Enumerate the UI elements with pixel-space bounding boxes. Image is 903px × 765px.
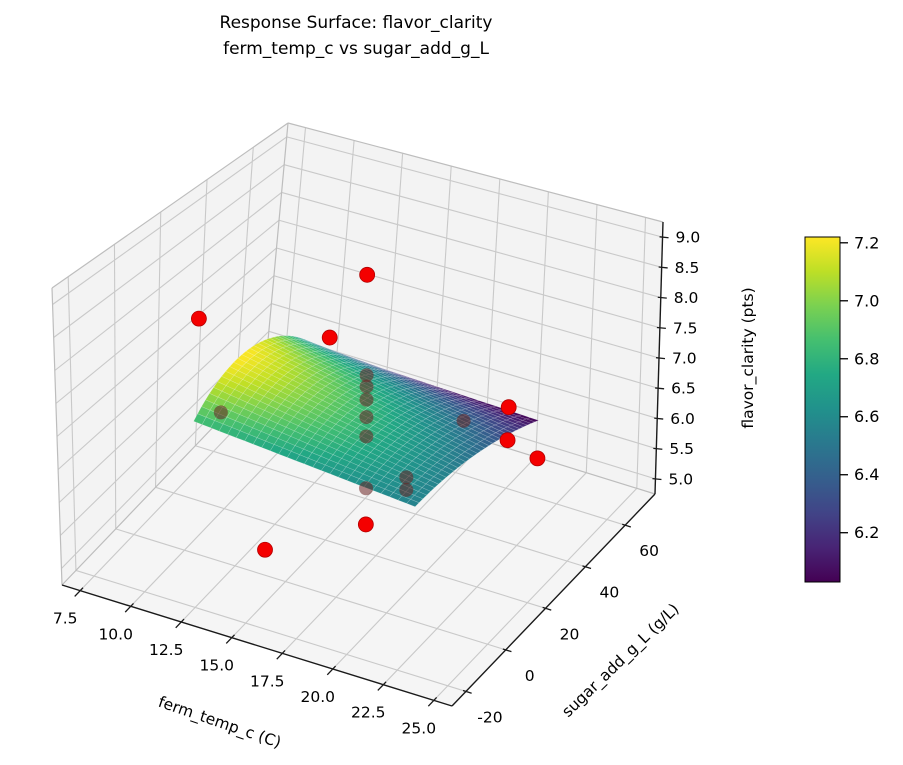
x-axis-tick-label: 12.5: [149, 641, 184, 659]
response-surface: [193, 335, 539, 508]
z-axis-tick-label: 5.0: [668, 470, 693, 488]
x-axis-tick-label: 17.5: [250, 672, 285, 690]
scatter-point: [190, 310, 207, 327]
scatter-point-occluded: [359, 368, 374, 383]
chart-title-line2: ferm_temp_c vs sugar_add_g_L: [223, 39, 489, 59]
colorbar-tick-label: 6.6: [854, 407, 879, 426]
x-axis-tick-label: 20.0: [301, 688, 336, 706]
scatter-point: [500, 399, 517, 416]
chart-title: Response Surface: flavor_clarity ferm_te…: [0, 10, 712, 62]
y-axis-tick-label: 40: [599, 584, 619, 602]
colorbar-tick-label: 7.0: [854, 291, 879, 310]
z-axis-tick-label: 8.0: [674, 289, 699, 307]
y-axis-tick-label: 60: [639, 542, 659, 560]
chart-title-line1: Response Surface: flavor_clarity: [219, 13, 493, 33]
y-axis-tick-label: -20: [477, 708, 502, 726]
colorbar-tick-label: 6.4: [854, 465, 879, 484]
x-axis-tick-label: 10.0: [98, 625, 133, 643]
x-axis-tick-label: 7.5: [53, 610, 78, 628]
colorbar-tick-label: 6.8: [854, 349, 879, 368]
z-axis-tick-label: 8.5: [675, 259, 700, 277]
y-axis-label: sugar_add_g_L (g/L): [558, 600, 683, 722]
z-axis-tick-label: 6.0: [670, 410, 695, 428]
z-axis-label: flavor_clarity (pts): [739, 287, 758, 428]
left-pane: [52, 123, 288, 585]
z-axis-tick-label: 5.5: [669, 440, 694, 458]
scatter-point-occluded: [359, 379, 374, 394]
scatter-points: [190, 266, 546, 558]
z-axis-tick-label: 7.5: [673, 319, 698, 337]
colorbar-tick-label: 6.2: [854, 523, 879, 542]
scatter-point-occluded: [359, 410, 374, 425]
scatter-point-occluded: [213, 405, 228, 420]
y-axis-tick-label: 20: [560, 625, 580, 643]
grid-lines: [52, 127, 663, 701]
x-axis-tick-label: 22.5: [351, 704, 386, 722]
floor-pane: [62, 373, 655, 706]
scatter-point-occluded: [399, 470, 414, 485]
colorbar: 6.2 6.4 6.6 6.8 7.0 7.2: [804, 233, 879, 583]
scatter-point-occluded: [399, 482, 414, 497]
scatter-point: [357, 516, 374, 533]
scatter-point: [257, 541, 273, 558]
scatter-point: [529, 450, 546, 467]
scatter-point: [321, 329, 338, 346]
scatter-point-occluded: [456, 413, 471, 428]
scatter-point-occluded: [359, 481, 374, 496]
y-axis-tick-label: 0: [525, 667, 535, 685]
x-axis-tick-label: 25.0: [402, 719, 437, 737]
x-axis-tick-label: 15.0: [199, 657, 234, 675]
z-axis-tick-label: 7.0: [672, 350, 697, 368]
colorbar-gradient: [804, 236, 841, 583]
scatter-point: [499, 432, 516, 449]
scatter-point: [359, 266, 376, 283]
colorbar-tick-label: 7.2: [854, 233, 879, 252]
x-axis-label: ferm_temp_c (C): [156, 693, 284, 753]
scatter-point-occluded: [359, 392, 374, 407]
scatter-points-occluded: [213, 368, 471, 497]
scatter-point-occluded: [359, 429, 374, 444]
z-axis-tick-label: 9.0: [676, 229, 701, 247]
z-axis-tick-label: 6.5: [671, 380, 696, 398]
